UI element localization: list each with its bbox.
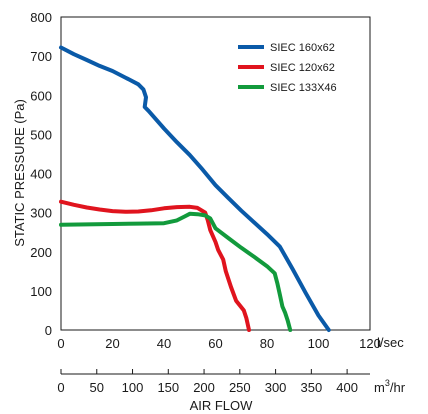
x-tick-label: 20	[105, 336, 119, 351]
y-tick-label: 800	[30, 10, 52, 25]
legend: SIEC 160x62 SIEC 120x62 SIEC 133X46	[238, 42, 337, 94]
y-tick-label: 700	[30, 49, 52, 64]
series-lines	[59, 45, 331, 332]
x2-tick-label: 150	[157, 380, 179, 395]
x-tick-label: 80	[260, 336, 274, 351]
x-unit-secondary-sup: 3	[385, 378, 390, 388]
x-unit-secondary: m3/hr	[374, 378, 406, 395]
x2-tick-label: 300	[265, 380, 287, 395]
x-unit-secondary-tail: /hr	[390, 380, 406, 395]
x2-tick-label: 100	[122, 380, 144, 395]
x2-tick-label: 400	[336, 380, 358, 395]
x2-tick-label: 250	[229, 380, 251, 395]
y-tick-label: 600	[30, 88, 52, 103]
y-axis-label: STATIC PRESSURE (Pa)	[12, 99, 27, 247]
x-tick-label: 0	[57, 336, 64, 351]
series-line	[59, 211, 293, 332]
x-tick-label: 120	[359, 336, 381, 351]
x2-tick-label: 0	[57, 380, 64, 395]
x-tick-label: 60	[208, 336, 222, 351]
plot-frame	[60, 16, 371, 331]
legend-label: SIEC 160x62	[270, 42, 335, 54]
x2-tick-label: 200	[193, 380, 215, 395]
x-tick-label: 40	[157, 336, 171, 351]
x2-tick-label: 50	[90, 380, 104, 395]
y-tick-label: 0	[45, 323, 52, 338]
y-tick-label: 300	[30, 206, 52, 221]
x-unit-secondary-base: m	[374, 380, 385, 395]
legend-label: SIEC 120x62	[270, 62, 335, 74]
x2-tick-label: 350	[300, 380, 322, 395]
y-tick-labels: 0 100 200 300 400 500 600 700 800	[30, 10, 52, 338]
series-line	[59, 199, 251, 332]
x2-axis-ticks: 0 50 100 150 200 250 300 350 400	[57, 369, 358, 395]
y-tick-label: 500	[30, 127, 52, 142]
x-tick-labels: 0 20 40 60 80 100 120	[57, 336, 380, 351]
x-axis-label: AIR FLOW	[190, 398, 254, 413]
legend-label: SIEC 133X46	[270, 82, 337, 94]
y-tick-label: 200	[30, 245, 52, 260]
x-tick-label: 100	[308, 336, 330, 351]
y-tick-label: 400	[30, 167, 52, 182]
y-tick-label: 100	[30, 284, 52, 299]
series-line	[59, 45, 331, 332]
x-unit-primary: l/sec	[377, 335, 404, 350]
